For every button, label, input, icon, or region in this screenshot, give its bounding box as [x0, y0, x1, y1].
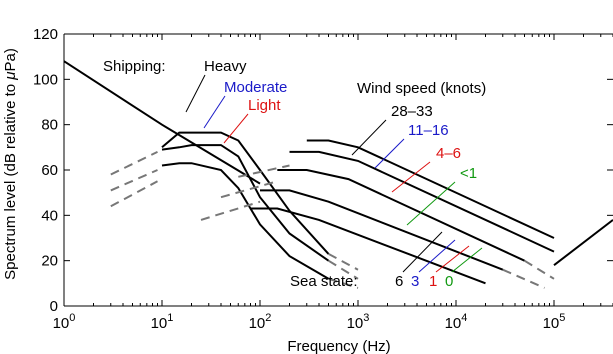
x-axis-label: Frequency (Hz) [287, 338, 390, 354]
shipping-leader-0 [185, 74, 206, 113]
x-tick-label: 100 [53, 312, 76, 332]
wind-curve-4 [250, 207, 486, 285]
wind-dash-left-0 [238, 164, 290, 178]
x-tick-base: 10 [151, 315, 168, 332]
shipping-curve-moderate [161, 144, 330, 262]
wind-label-3: <1 [460, 165, 477, 182]
wind-curve-1 [289, 150, 555, 253]
wind-label-1: 11–16 [408, 122, 449, 139]
wind-dash-left-1 [220, 180, 278, 199]
shipping-dash-left-moderate [110, 169, 158, 192]
shipping-label-heavy: Heavy [204, 58, 247, 75]
y-tick-label: 20 [41, 253, 58, 270]
x-tick-exponent: 1 [167, 312, 173, 324]
wind-curve-3 [260, 189, 504, 271]
thermal-noise-line [63, 60, 261, 185]
curves [63, 60, 613, 289]
sea-state-leader-1 [418, 239, 456, 273]
y-tick-label: 100 [33, 71, 58, 88]
x-tick-base: 10 [543, 315, 560, 332]
y-tick-label: 60 [41, 162, 58, 179]
y-tick-label: 80 [41, 117, 58, 134]
shipping-label-light: Light [248, 97, 281, 114]
sea-state-0: 0 [445, 273, 453, 290]
y-label-end: Pa) [2, 48, 19, 71]
y-axis-label: Spectrum level (dB relative to μPa) [2, 48, 19, 280]
x-tick-label: 101 [151, 312, 174, 332]
y-tick-label: 0 [50, 298, 58, 315]
y-label-main: Spectrum level (dB relative to [2, 80, 19, 280]
shipping-dash-left-heavy [110, 150, 158, 176]
x-tick-exponent: 0 [69, 312, 75, 324]
thermal-noise-high-line [553, 219, 613, 266]
shipping-leader-1 [203, 95, 226, 129]
y-tick-label: 40 [41, 207, 58, 224]
x-tick-exponent: 3 [363, 312, 369, 324]
wind-label-0: 28–33 [391, 103, 433, 120]
x-tick-base: 10 [53, 315, 70, 332]
sea-state-6: 6 [395, 273, 403, 290]
sea-state-3: 3 [411, 273, 419, 290]
wind-curve-2 [277, 169, 525, 262]
wind-leader-0 [351, 119, 387, 156]
x-tick-label: 105 [543, 312, 566, 332]
x-tick-exponent: 4 [461, 312, 467, 324]
shipping-label-moderate: Moderate [224, 79, 287, 96]
wind-leader-1 [374, 138, 405, 169]
wind-dash-right-1 [502, 268, 545, 289]
x-tick-exponent: 5 [559, 312, 565, 324]
x-tick-base: 10 [347, 315, 364, 332]
shipping-title: Shipping: [103, 58, 166, 75]
wind-dash-right-0 [523, 259, 555, 280]
sea-state-1: 1 [429, 273, 437, 290]
shipping-dash-left-light [110, 180, 158, 208]
sea-state-title: Sea state: [290, 273, 358, 290]
wind-leader-2 [391, 161, 431, 193]
sea-state-leader-3 [451, 247, 483, 273]
y-tick-label: 120 [33, 26, 58, 43]
shipping-curve-heavy [161, 131, 330, 255]
shipping-curve-light [161, 162, 330, 280]
shipping-dash-right-light [328, 277, 359, 289]
shipping-dash-right-heavy [328, 253, 359, 271]
x-tick-base: 10 [249, 315, 266, 332]
wind-title: Wind speed (knots) [357, 80, 486, 97]
x-tick-label: 104 [445, 312, 468, 332]
x-tick-label: 102 [249, 312, 272, 332]
sea-state-leader-2 [435, 245, 470, 273]
shipping-leader-2 [223, 113, 249, 144]
wind-dash-left-2 [200, 200, 261, 221]
y-label-mu: μ [2, 72, 19, 81]
wind-curve-0 [306, 139, 555, 239]
x-tick-base: 10 [445, 315, 462, 332]
sea-state-leader-0 [402, 231, 443, 273]
wind-label-2: 4–6 [436, 145, 461, 162]
x-tick-label: 103 [347, 312, 370, 332]
shipping-dash-right-moderate [327, 259, 359, 280]
wind-leader-3 [406, 181, 456, 226]
x-tick-exponent: 2 [265, 312, 271, 324]
